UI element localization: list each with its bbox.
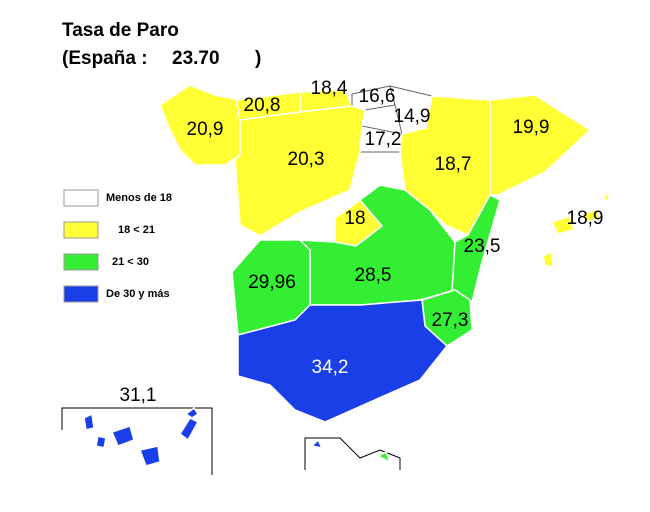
cataluna <box>489 94 592 196</box>
legend-swatch <box>63 253 99 271</box>
island <box>184 406 200 419</box>
ceuta-melilla-inset <box>304 437 401 470</box>
title: Tasa de Paro <box>62 20 179 41</box>
andalucia <box>237 299 449 423</box>
legend-swatch <box>63 221 99 239</box>
region-label: 29,96 <box>248 272 296 293</box>
galicia <box>159 84 241 166</box>
region-label: 18,4 <box>311 78 348 99</box>
region-label: 18,7 <box>435 154 472 175</box>
region-label: 16,6 <box>359 86 396 107</box>
region-label: 20,3 <box>288 149 325 170</box>
national-rate: 23.70 <box>172 48 220 69</box>
canarias-inset <box>61 407 213 475</box>
island <box>110 425 135 447</box>
mallorca <box>550 215 575 235</box>
legend-swatch <box>63 285 99 303</box>
region-label: 28,5 <box>355 265 392 286</box>
island <box>95 435 107 449</box>
canarias <box>83 406 200 467</box>
region-label: 27,3 <box>432 310 469 331</box>
inset-frame <box>304 437 401 470</box>
region-label: 31,1 <box>120 385 157 406</box>
island <box>178 417 200 442</box>
region-label: 18 <box>344 208 365 229</box>
menorca <box>580 209 602 223</box>
region-label: 20,8 <box>244 95 281 116</box>
castilla-leon <box>234 105 366 237</box>
legend: Menos de 18 18 < 21 21 < 30 De 30 y más <box>63 189 172 303</box>
subtitle-suffix: ) <box>255 48 261 69</box>
region-label: 34,2 <box>312 357 349 378</box>
island <box>83 412 95 431</box>
island <box>138 445 161 467</box>
legend-label: 18 < 21 <box>118 224 155 236</box>
melilla <box>376 450 392 464</box>
menorca-east <box>601 191 612 204</box>
subtitle-prefix: (España : <box>62 48 148 69</box>
legend-label: De 30 y más <box>106 288 170 300</box>
region-label: 14,9 <box>394 106 431 127</box>
legend-swatch <box>63 189 99 207</box>
region-label: 20,9 <box>187 119 224 140</box>
region-label: 23,5 <box>464 236 501 257</box>
region-labels: 20,9 20,8 18,4 16,6 14,9 17,2 20,3 18,7 … <box>120 78 604 406</box>
pais-vasco <box>351 85 396 111</box>
inset-frame <box>61 407 213 475</box>
legend-label: Menos de 18 <box>106 192 172 204</box>
region-label: 18,9 <box>567 208 604 229</box>
region-label: 17,2 <box>365 129 402 150</box>
ceuta <box>310 438 324 450</box>
region-label: 19,9 <box>513 117 550 138</box>
ibiza <box>542 250 554 267</box>
valencia <box>451 194 501 304</box>
regions <box>159 84 612 423</box>
legend-label: 21 < 30 <box>112 256 149 268</box>
